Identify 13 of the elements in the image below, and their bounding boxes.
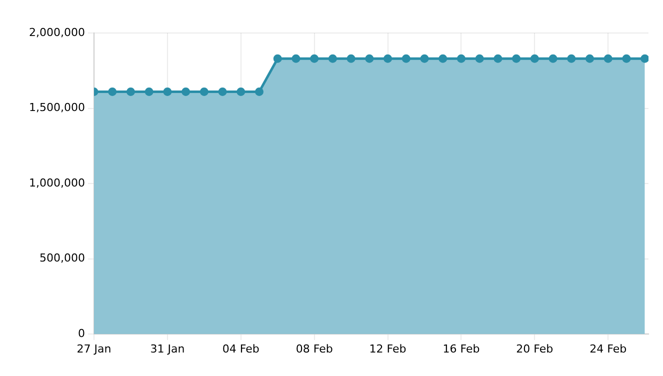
x-tick-label: 16 Feb xyxy=(442,342,480,356)
y-tick-label: 500,000 xyxy=(40,252,85,265)
x-tick-label: 31 Jan xyxy=(150,342,185,356)
x-tick-label: 04 Feb xyxy=(222,342,260,356)
x-tick-label: 27 Jan xyxy=(76,342,112,356)
y-tick-label: 1,000,000 xyxy=(29,176,85,190)
y-tick-label: 1,500,000 xyxy=(29,101,85,114)
y-tick-label: 2,000,000 xyxy=(29,26,85,39)
x-tick-label: 24 Feb xyxy=(590,342,627,356)
x-tick-label: 20 Feb xyxy=(516,342,554,356)
y-tick-label: 0 xyxy=(78,326,85,340)
x-tick-label: 08 Feb xyxy=(296,342,333,356)
x-tick-label: 12 Feb xyxy=(369,342,406,356)
